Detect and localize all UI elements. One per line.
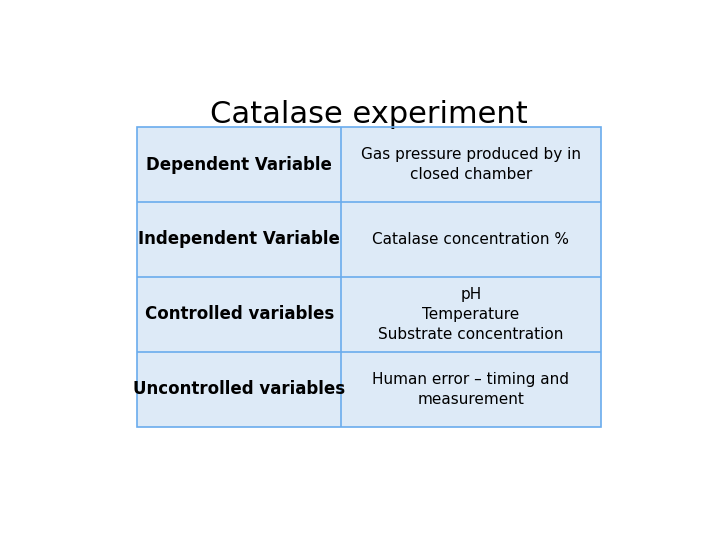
Text: Human error – timing and
measurement: Human error – timing and measurement xyxy=(372,372,570,407)
Text: Dependent Variable: Dependent Variable xyxy=(146,156,332,173)
Text: Gas pressure produced by in
closed chamber: Gas pressure produced by in closed chamb… xyxy=(361,147,581,182)
Bar xyxy=(138,127,600,427)
Text: Controlled variables: Controlled variables xyxy=(145,305,334,323)
Text: pH
Temperature
Substrate concentration: pH Temperature Substrate concentration xyxy=(378,287,564,342)
Text: Uncontrolled variables: Uncontrolled variables xyxy=(133,380,346,398)
Text: Independent Variable: Independent Variable xyxy=(138,231,341,248)
Text: Catalase concentration %: Catalase concentration % xyxy=(372,232,570,247)
Bar xyxy=(138,127,600,427)
Text: Catalase experiment: Catalase experiment xyxy=(210,100,528,129)
